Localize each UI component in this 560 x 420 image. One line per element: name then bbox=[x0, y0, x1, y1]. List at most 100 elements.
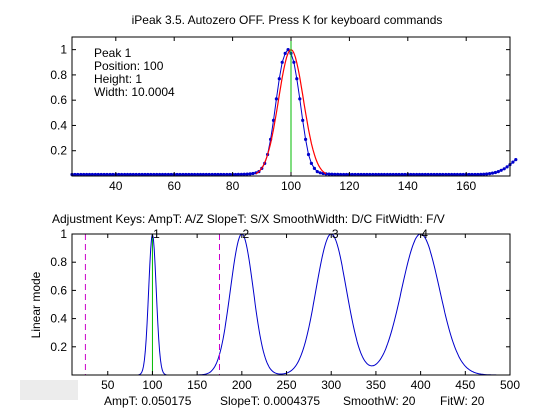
data-point bbox=[461, 172, 465, 177]
bottom-y-tick-label: 0.2 bbox=[50, 340, 67, 354]
data-point bbox=[403, 172, 407, 177]
data-point bbox=[429, 172, 433, 177]
bottom-y-tick-label: 0.4 bbox=[50, 312, 67, 326]
data-point bbox=[213, 172, 217, 177]
bottom-x-tick-label: 500 bbox=[500, 378, 520, 392]
data-point bbox=[409, 172, 413, 177]
data-point bbox=[169, 172, 173, 177]
top-y-tick-label: 0.6 bbox=[50, 93, 67, 107]
data-point bbox=[505, 165, 509, 169]
data-point bbox=[359, 172, 363, 177]
data-point bbox=[467, 172, 471, 177]
data-point bbox=[470, 172, 474, 177]
top-y-tick-label: 0.4 bbox=[50, 118, 67, 132]
data-point bbox=[379, 172, 384, 177]
data-point bbox=[160, 172, 165, 177]
data-point bbox=[99, 172, 103, 177]
data-point bbox=[385, 172, 389, 177]
data-point bbox=[210, 172, 214, 177]
data-point bbox=[441, 172, 445, 177]
data-point bbox=[499, 168, 503, 172]
data-point bbox=[327, 172, 331, 176]
bottom-y-tick-label: 0.8 bbox=[50, 255, 67, 269]
bottom-plot-area bbox=[72, 234, 510, 375]
data-point bbox=[93, 172, 97, 177]
data-point bbox=[140, 172, 144, 177]
data-point bbox=[175, 172, 179, 177]
data-point bbox=[178, 172, 182, 177]
data-point bbox=[426, 172, 430, 177]
bottom-x-tick-label: 400 bbox=[411, 378, 431, 392]
data-point bbox=[377, 172, 381, 177]
data-point bbox=[123, 172, 127, 177]
top-x-tick-label: 80 bbox=[226, 179, 240, 193]
top-x-tick-label: 140 bbox=[398, 179, 418, 193]
smoothw-readout: SmoothW: 20 bbox=[343, 394, 416, 408]
data-point bbox=[315, 170, 319, 174]
data-point bbox=[330, 172, 334, 176]
data-point bbox=[207, 172, 211, 177]
bottom-x-tick-label: 300 bbox=[321, 378, 341, 392]
data-point bbox=[225, 172, 229, 177]
bottom-x-tick-label: 100 bbox=[142, 378, 162, 392]
data-point bbox=[490, 171, 495, 175]
data-point bbox=[318, 171, 322, 175]
data-point bbox=[280, 60, 284, 64]
data-point bbox=[473, 172, 477, 177]
top-chart-title: iPeak 3.5. Autozero OFF. Press K for key… bbox=[132, 13, 443, 27]
data-point bbox=[397, 172, 401, 177]
data-point bbox=[353, 172, 357, 177]
data-point bbox=[134, 172, 138, 177]
bottom-x-tick-label: 250 bbox=[277, 378, 297, 392]
data-point bbox=[248, 172, 252, 176]
data-point bbox=[502, 167, 506, 171]
data-point bbox=[219, 172, 223, 177]
data-point bbox=[301, 118, 305, 122]
data-point bbox=[117, 172, 121, 177]
data-point bbox=[181, 172, 185, 177]
data-point bbox=[137, 172, 141, 177]
ampt-readout: AmpT: 0.050175 bbox=[104, 394, 192, 408]
data-point bbox=[479, 172, 483, 176]
data-point bbox=[295, 77, 299, 81]
top-x-tick-label: 40 bbox=[109, 179, 123, 193]
top-y-tick-label: 0.2 bbox=[50, 144, 67, 158]
bottom-plot-frame bbox=[71, 233, 511, 376]
data-point bbox=[339, 172, 343, 177]
data-point bbox=[391, 172, 395, 177]
data-point bbox=[201, 172, 205, 177]
top-y-tick-label: 0.8 bbox=[50, 68, 67, 82]
data-point bbox=[166, 172, 170, 177]
data-point bbox=[108, 172, 112, 177]
peak-width-label: Width: 10.0004 bbox=[94, 85, 175, 99]
data-point bbox=[356, 172, 360, 177]
data-point bbox=[239, 172, 243, 176]
data-point bbox=[242, 172, 246, 176]
data-point bbox=[371, 172, 375, 177]
adjustment-keys-title: Adjustment Keys: AmpT: A/Z SlopeT: S/X S… bbox=[52, 212, 445, 226]
data-point bbox=[196, 172, 200, 177]
data-point bbox=[163, 172, 167, 177]
data-point bbox=[204, 172, 208, 177]
data-point bbox=[304, 137, 308, 141]
data-point bbox=[125, 172, 130, 177]
data-point bbox=[417, 172, 422, 177]
data-point bbox=[493, 170, 497, 175]
data-point bbox=[111, 172, 115, 177]
data-point bbox=[444, 172, 448, 177]
data-point bbox=[333, 172, 337, 176]
bottom-x-tick-label: 150 bbox=[187, 378, 207, 392]
bottom-x-tick-label: 350 bbox=[366, 378, 386, 392]
data-point bbox=[400, 172, 404, 177]
bottom-y-tick-label: 1 bbox=[60, 227, 67, 241]
data-point bbox=[155, 172, 159, 177]
data-point bbox=[312, 166, 316, 170]
status-box bbox=[20, 380, 78, 400]
peak-position-label: Position: 100 bbox=[94, 59, 164, 73]
data-point bbox=[120, 172, 124, 177]
data-point bbox=[342, 172, 346, 177]
fitw-readout: FitW: 20 bbox=[440, 394, 485, 408]
data-point bbox=[274, 97, 278, 101]
